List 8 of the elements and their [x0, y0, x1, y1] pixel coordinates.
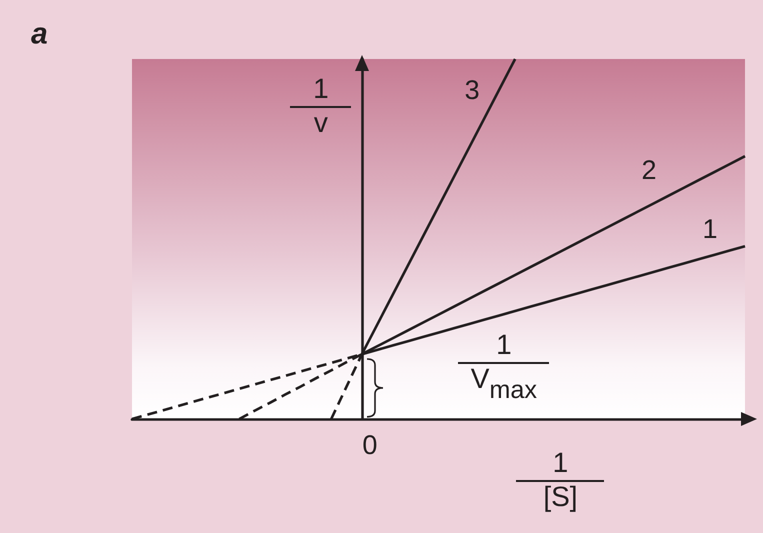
- text: 0: [362, 430, 378, 461]
- series-label: 2: [641, 155, 657, 186]
- y-axis-title: 1 v: [312, 73, 330, 138]
- chart-title: a: [31, 18, 48, 50]
- series-label: 3: [464, 75, 480, 105]
- annotation: 1 V$_{max}$: [470, 329, 538, 404]
- series-label: 1: [702, 214, 718, 244]
- x-axis-title: 1 [S]: [542, 447, 579, 512]
